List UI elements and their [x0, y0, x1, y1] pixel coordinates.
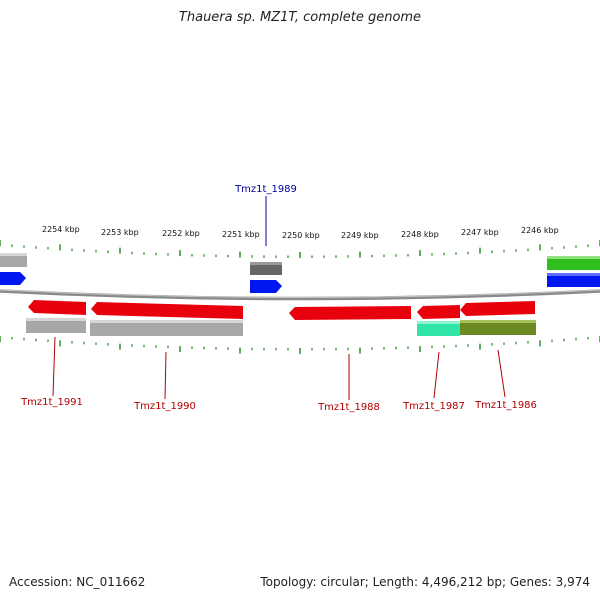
scale-label-2254: 2254 kbp — [42, 225, 80, 234]
scale-label-2250: 2250 kbp — [282, 231, 320, 240]
lower-features — [26, 300, 536, 336]
feature-blue-left-upper[interactable] — [0, 272, 26, 285]
feature-grey-1990[interactable] — [90, 320, 243, 336]
gene-labels: Tmz1t_1989 Tmz1t_1991 Tmz1t_1990 Tmz1t_1… — [20, 184, 537, 413]
map-title: Thauera sp. MZ1T, complete genome — [178, 10, 422, 25]
scale-label-2249: 2249 kbp — [341, 231, 379, 240]
feature-darkgrey-1989[interactable] — [250, 262, 282, 275]
feature-blue-1989[interactable] — [250, 280, 282, 293]
feature-blue-right-upper[interactable] — [547, 273, 600, 287]
scale-labels: 2254 kbp 2253 kbp 2252 kbp 2251 kbp 2250… — [42, 225, 559, 240]
leader-1987 — [433, 351, 440, 399]
scale-label-2247: 2247 kbp — [461, 228, 499, 237]
scale-label-2248: 2248 kbp — [401, 230, 439, 239]
genome-backbone — [0, 289, 600, 301]
genome-backbone-shine — [0, 289, 600, 298]
gene-label-1988[interactable]: Tmz1t_1988 — [317, 402, 380, 413]
feature-green-right-upper[interactable] — [547, 256, 600, 270]
feature-red-1991[interactable] — [28, 300, 86, 315]
gene-label-1986[interactable]: Tmz1t_1986 — [474, 400, 537, 411]
gene-label-1991[interactable]: Tmz1t_1991 — [20, 397, 83, 408]
feature-olive-1986[interactable] — [460, 320, 536, 335]
gene-label-1987[interactable]: Tmz1t_1987 — [402, 401, 465, 412]
lower-tick-track — [0, 336, 600, 354]
feature-red-1986[interactable] — [460, 301, 535, 316]
feature-red-1990[interactable] — [91, 302, 243, 319]
gene-label-1990[interactable]: Tmz1t_1990 — [133, 401, 196, 412]
leader-lines — [52, 196, 506, 400]
feature-grey-1991[interactable] — [26, 318, 86, 333]
leader-1991 — [52, 336, 56, 397]
accession-text: Accession: NC_011662 — [9, 575, 146, 589]
upper-features — [0, 253, 600, 293]
gene-label-1989[interactable]: Tmz1t_1989 — [234, 184, 297, 195]
scale-label-2253: 2253 kbp — [101, 228, 139, 237]
feature-grey-left-upper[interactable] — [0, 253, 27, 267]
feature-red-1987[interactable] — [417, 305, 460, 319]
topology-text: Topology: circular; Length: 4,496,212 bp… — [260, 575, 590, 589]
scale-label-2252: 2252 kbp — [162, 229, 200, 238]
scale-label-2251: 2251 kbp — [222, 230, 260, 239]
scale-label-2246: 2246 kbp — [521, 226, 559, 235]
feature-teal-1987[interactable] — [417, 321, 460, 336]
feature-red-1988[interactable] — [289, 306, 411, 320]
upper-tick-track — [0, 240, 600, 258]
leader-1986 — [497, 349, 506, 398]
leader-1990 — [164, 351, 167, 400]
